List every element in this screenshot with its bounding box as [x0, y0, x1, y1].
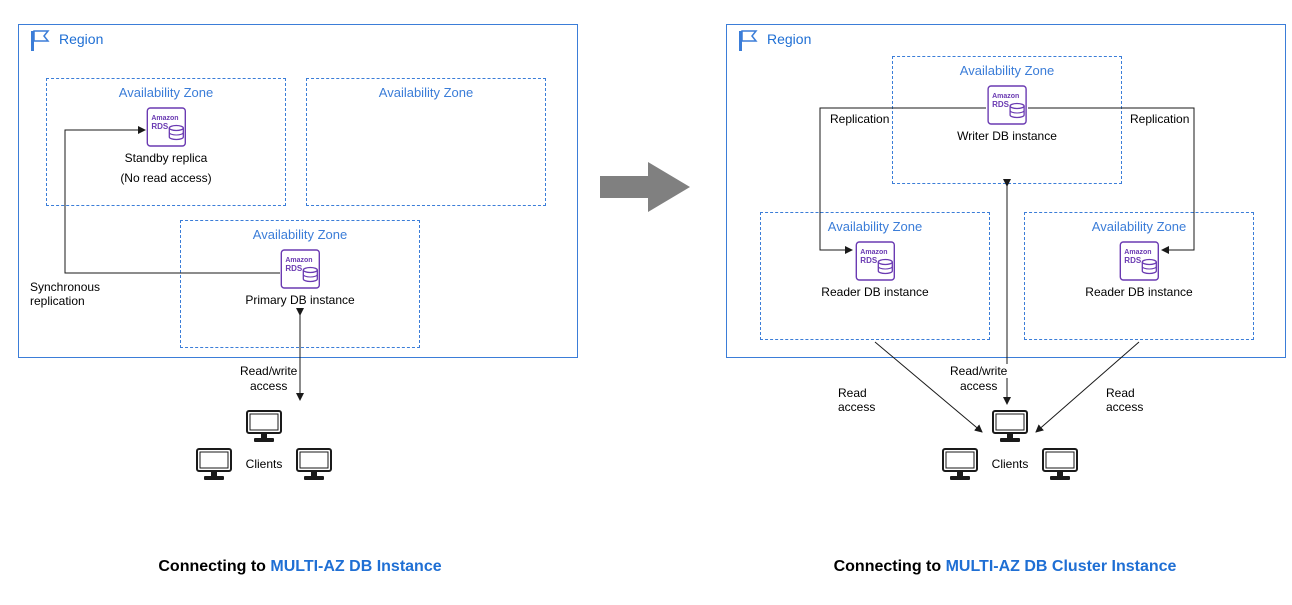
standby-db: Standby replica (No read access) — [120, 107, 211, 186]
left-clients: Clients — [184, 408, 344, 482]
primary-db: Primary DB instance — [245, 249, 354, 309]
transition-arrow-icon — [600, 162, 690, 212]
right-az-right: Availability Zone Reader DB instance — [1024, 212, 1254, 340]
az-title: Availability Zone — [893, 57, 1121, 78]
writer-db: Writer DB instance — [957, 85, 1057, 145]
az-title: Availability Zone — [307, 79, 545, 100]
clients-label: Clients — [246, 457, 283, 471]
right-az-top: Availability Zone Writer DB instance — [892, 56, 1122, 184]
az-title: Availability Zone — [181, 221, 419, 242]
sync-replication-label: Synchronous replication — [28, 280, 102, 308]
standby-db-label1: Standby replica — [125, 151, 208, 167]
right-region-label: Region — [767, 31, 811, 47]
monitor-icon — [1040, 446, 1080, 482]
rds-icon — [987, 85, 1027, 125]
clients-label: Clients — [992, 457, 1029, 471]
left-az-2: Availability Zone — [306, 78, 546, 206]
rw-access-right-1: Read/write — [948, 364, 1009, 378]
reader-db-left: Reader DB instance — [821, 241, 928, 301]
monitor-icon — [940, 446, 980, 482]
reader-db-left-label: Reader DB instance — [821, 285, 928, 301]
rw-access-right-2: access — [958, 379, 999, 393]
left-region-label: Region — [59, 31, 103, 47]
left-title: Connecting to MULTI-AZ DB Instance — [110, 558, 490, 576]
reader-db-right-label: Reader DB instance — [1085, 285, 1192, 301]
right-az-left: Availability Zone Reader DB instance — [760, 212, 990, 340]
right-title-emph: MULTI-AZ DB Cluster Instance — [946, 558, 1177, 575]
primary-db-label: Primary DB instance — [245, 293, 354, 309]
monitor-icon — [990, 408, 1030, 444]
monitor-icon — [244, 408, 284, 444]
right-title: Connecting to MULTI-AZ DB Cluster Instan… — [770, 558, 1240, 576]
left-title-prefix: Connecting to — [158, 558, 270, 575]
replication-left-label: Replication — [828, 112, 891, 126]
az-title: Availability Zone — [761, 213, 989, 234]
standby-db-label2: (No read access) — [120, 171, 211, 187]
reader-db-right: Reader DB instance — [1085, 241, 1192, 301]
left-title-emph: MULTI-AZ DB Instance — [270, 558, 441, 575]
right-title-prefix: Connecting to — [834, 558, 946, 575]
left-az-3: Availability Zone Primary DB instance — [180, 220, 420, 348]
right-clients: Clients — [930, 408, 1090, 482]
az-title: Availability Zone — [47, 79, 285, 100]
flag-icon — [29, 29, 51, 51]
rw-access-label-1: Read/write — [238, 364, 299, 378]
writer-db-label: Writer DB instance — [957, 129, 1057, 145]
az-title: Availability Zone — [1025, 213, 1253, 234]
rds-icon — [146, 107, 186, 147]
rds-icon — [280, 249, 320, 289]
read-access-right-label: Read access — [1104, 386, 1145, 414]
rw-access-label-2: access — [248, 379, 289, 393]
read-access-left-label: Read access — [836, 386, 877, 414]
monitor-icon — [194, 446, 234, 482]
monitor-icon — [294, 446, 334, 482]
replication-right-label: Replication — [1128, 112, 1191, 126]
flag-icon — [737, 29, 759, 51]
rds-icon — [855, 241, 895, 281]
rds-icon — [1119, 241, 1159, 281]
left-az-1: Availability Zone Standby replica (No re… — [46, 78, 286, 206]
